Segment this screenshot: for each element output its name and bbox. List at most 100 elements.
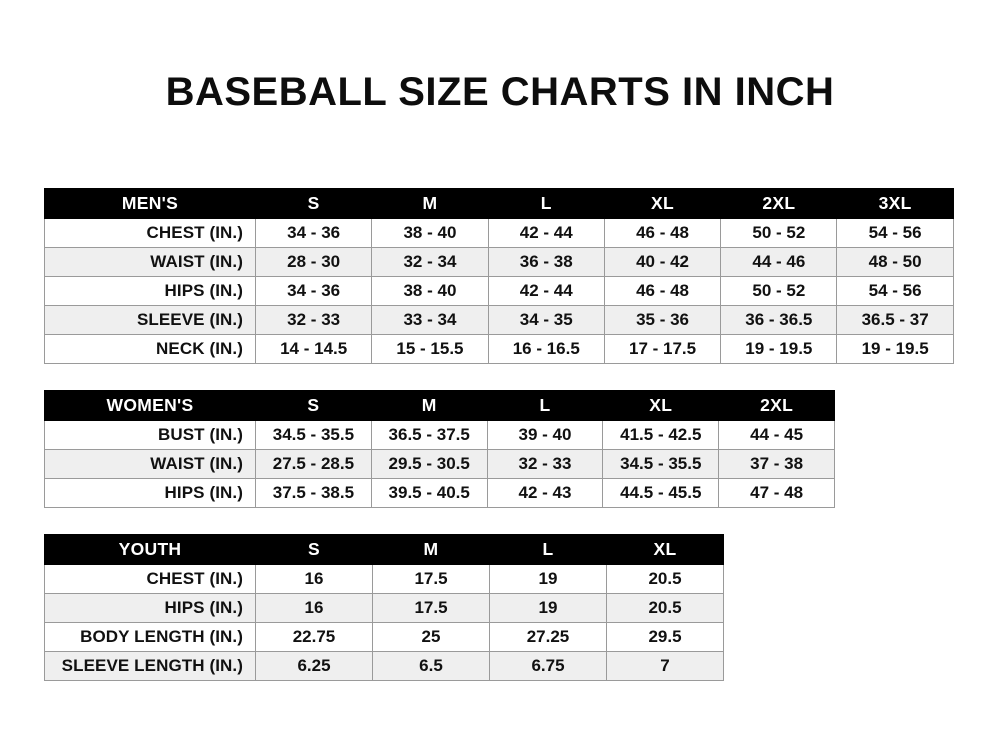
cell-value: 36 - 36.5 — [720, 305, 838, 335]
cell-value: 46 - 48 — [603, 276, 722, 306]
cell-value: 6.25 — [255, 651, 373, 681]
table-row: SLEEVE LENGTH (IN.) 6.25 6.5 6.75 7 — [44, 651, 724, 681]
youth-group-label: YOUTH — [44, 534, 256, 565]
cell-value: 36.5 - 37 — [836, 305, 954, 335]
womens-size-table: WOMEN'S S M L XL 2XL BUST (IN.) 34.5 - 3… — [44, 390, 835, 508]
cell-value: 19 — [489, 564, 607, 594]
cell-value: 48 - 50 — [836, 247, 954, 277]
page-title: BASEBALL SIZE CHARTS IN INCH — [165, 70, 835, 114]
cell-value: 27.25 — [489, 622, 607, 652]
cell-value: 47 - 48 — [718, 478, 835, 508]
cell-value: 54 - 56 — [836, 276, 954, 306]
cell-value: 22.75 — [255, 622, 373, 652]
table-row: BODY LENGTH (IN.) 22.75 25 27.25 29.5 — [44, 622, 724, 652]
cell-value: 35 - 36 — [603, 305, 722, 335]
row-label-hips: HIPS (IN.) — [44, 276, 256, 306]
cell-value: 50 - 52 — [720, 276, 838, 306]
mens-col-header-m: M — [371, 188, 489, 219]
row-label-neck: NECK (IN.) — [44, 334, 256, 364]
cell-value: 38 - 40 — [371, 276, 489, 306]
cell-value: 40 - 42 — [603, 247, 722, 277]
mens-header-row: MEN'S S M L XL 2XL 3XL — [44, 188, 954, 219]
table-row: CHEST (IN.) 16 17.5 19 20.5 — [44, 564, 724, 594]
youth-header-row: YOUTH S M L XL — [44, 534, 724, 565]
womens-col-header-s: S — [255, 390, 372, 421]
cell-value: 34 - 36 — [254, 218, 373, 248]
mens-col-header-xl: XL — [603, 188, 722, 219]
cell-value: 16 - 16.5 — [487, 334, 605, 364]
mens-group-label: MEN'S — [44, 188, 256, 219]
cell-value: 29.5 - 30.5 — [370, 449, 488, 479]
womens-table-body: BUST (IN.) 34.5 - 35.5 36.5 - 37.5 39 - … — [44, 420, 835, 508]
cell-value: 17.5 — [372, 593, 490, 623]
womens-header-row: WOMEN'S S M L XL 2XL — [44, 390, 835, 421]
youth-size-table: YOUTH S M L XL CHEST (IN.) 16 17.5 19 20… — [44, 534, 724, 681]
cell-value: 17.5 — [372, 564, 490, 594]
cell-value: 14 - 14.5 — [254, 334, 373, 364]
row-label-sleeve-length: SLEEVE LENGTH (IN.) — [44, 651, 256, 681]
youth-col-header-xl: XL — [606, 534, 724, 565]
womens-col-header-xl: XL — [602, 390, 720, 421]
table-row: HIPS (IN.) 16 17.5 19 20.5 — [44, 593, 724, 623]
row-label-body-length: BODY LENGTH (IN.) — [44, 622, 256, 652]
cell-value: 32 - 33 — [254, 305, 373, 335]
mens-table-body: CHEST (IN.) 34 - 36 38 - 40 42 - 44 46 -… — [44, 218, 954, 364]
cell-value: 19 - 19.5 — [720, 334, 838, 364]
cell-value: 41.5 - 42.5 — [602, 420, 720, 450]
womens-col-header-l: L — [486, 390, 604, 421]
cell-value: 29.5 — [606, 622, 724, 652]
row-label-sleeve: SLEEVE (IN.) — [44, 305, 256, 335]
cell-value: 38 - 40 — [371, 218, 489, 248]
size-tables-container: MEN'S S M L XL 2XL 3XL CHEST (IN.) 34 - … — [44, 188, 956, 681]
cell-value: 32 - 34 — [371, 247, 489, 277]
youth-table-body: CHEST (IN.) 16 17.5 19 20.5 HIPS (IN.) 1… — [44, 564, 724, 681]
cell-value: 6.75 — [489, 651, 607, 681]
cell-value: 20.5 — [606, 593, 724, 623]
mens-col-header-2xl: 2XL — [720, 188, 838, 219]
cell-value: 28 - 30 — [254, 247, 373, 277]
row-label-waist: WAIST (IN.) — [44, 449, 256, 479]
cell-value: 15 - 15.5 — [371, 334, 489, 364]
mens-table-head: MEN'S S M L XL 2XL 3XL — [44, 188, 954, 219]
cell-value: 34.5 - 35.5 — [602, 449, 720, 479]
womens-col-header-2xl: 2XL — [718, 390, 835, 421]
womens-col-header-m: M — [370, 390, 488, 421]
cell-value: 34 - 35 — [487, 305, 605, 335]
row-label-chest: CHEST (IN.) — [44, 218, 256, 248]
cell-value: 39 - 40 — [486, 420, 604, 450]
cell-value: 36.5 - 37.5 — [370, 420, 488, 450]
youth-col-header-m: M — [372, 534, 490, 565]
mens-col-header-3xl: 3XL — [836, 188, 954, 219]
mens-col-header-l: L — [487, 188, 605, 219]
cell-value: 33 - 34 — [371, 305, 489, 335]
cell-value: 50 - 52 — [720, 218, 838, 248]
cell-value: 34.5 - 35.5 — [255, 420, 372, 450]
cell-value: 32 - 33 — [486, 449, 604, 479]
cell-value: 27.5 - 28.5 — [255, 449, 372, 479]
table-row: WAIST (IN.) 28 - 30 32 - 34 36 - 38 40 -… — [44, 247, 954, 277]
cell-value: 17 - 17.5 — [603, 334, 722, 364]
row-label-hips: HIPS (IN.) — [44, 478, 256, 508]
cell-value: 16 — [255, 564, 373, 594]
cell-value: 39.5 - 40.5 — [370, 478, 488, 508]
cell-value: 42 - 43 — [486, 478, 604, 508]
cell-value: 25 — [372, 622, 490, 652]
cell-value: 19 - 19.5 — [836, 334, 954, 364]
mens-col-header-s: S — [254, 188, 373, 219]
youth-table-head: YOUTH S M L XL — [44, 534, 724, 565]
row-label-bust: BUST (IN.) — [44, 420, 256, 450]
mens-size-table: MEN'S S M L XL 2XL 3XL CHEST (IN.) 34 - … — [44, 188, 954, 364]
cell-value: 42 - 44 — [487, 218, 605, 248]
cell-value: 54 - 56 — [836, 218, 954, 248]
youth-col-header-l: L — [489, 534, 607, 565]
cell-value: 7 — [606, 651, 724, 681]
cell-value: 36 - 38 — [487, 247, 605, 277]
cell-value: 44 - 45 — [718, 420, 835, 450]
table-row: HIPS (IN.) 37.5 - 38.5 39.5 - 40.5 42 - … — [44, 478, 835, 508]
table-row: NECK (IN.) 14 - 14.5 15 - 15.5 16 - 16.5… — [44, 334, 954, 364]
womens-table-head: WOMEN'S S M L XL 2XL — [44, 390, 835, 421]
cell-value: 42 - 44 — [487, 276, 605, 306]
row-label-hips: HIPS (IN.) — [44, 593, 256, 623]
cell-value: 37 - 38 — [718, 449, 835, 479]
